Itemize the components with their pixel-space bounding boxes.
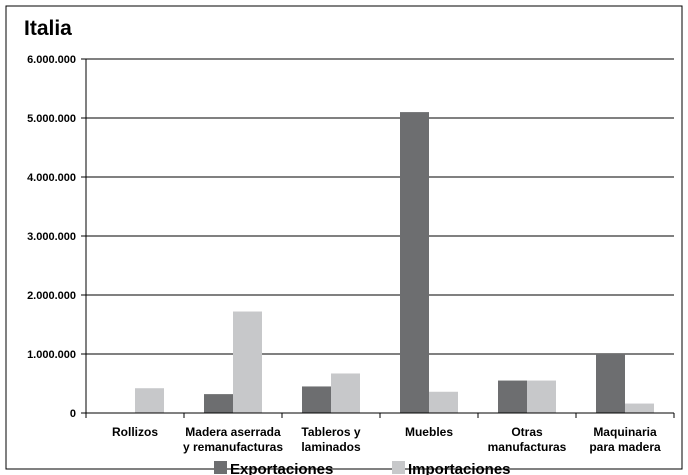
legend-label: Importaciones	[408, 461, 511, 475]
bar-importaciones	[135, 388, 164, 413]
bar-exportaciones	[400, 112, 429, 413]
legend-swatch	[392, 461, 405, 474]
legend-label: Exportaciones	[230, 461, 333, 475]
bar-importaciones	[527, 380, 556, 413]
y-tick-label: 6.000.000	[27, 54, 76, 66]
bar-exportaciones	[302, 386, 331, 413]
x-tick-label: y remanufacturas	[183, 440, 283, 454]
x-tick-label: manufacturas	[488, 440, 567, 454]
bars	[106, 112, 654, 414]
bar-exportaciones	[596, 354, 625, 413]
legend: Exportaciones Importaciones	[214, 461, 511, 475]
chart-title: Italia	[24, 17, 72, 40]
x-tick-label: Maquinaria	[593, 425, 657, 439]
x-tick-label: para madera	[589, 440, 661, 454]
y-tick-label: 5.000.000	[27, 113, 76, 125]
y-tick-label: 1.000.000	[27, 349, 76, 361]
chart-border	[5, 5, 683, 470]
axes	[81, 58, 675, 418]
legend-swatch	[214, 461, 227, 474]
bar-importaciones	[625, 403, 654, 413]
bar-importaciones	[331, 373, 360, 413]
x-tick-label: Otras	[511, 425, 543, 439]
x-tick-label: Tableros y	[301, 425, 360, 439]
x-tick-label: Madera aserrada	[185, 425, 281, 439]
x-tick-label: Muebles	[405, 425, 453, 439]
y-tick-label: 3.000.000	[27, 231, 76, 243]
y-tick-label: 2.000.000	[27, 290, 76, 302]
y-tick-label: 0	[70, 408, 76, 420]
y-tick-labels: 0 1.000.000 2.000.000 3.000.000 4.000.000 5.0…	[27, 54, 76, 420]
x-tick-label: laminados	[301, 440, 361, 454]
y-tick-label: 4.000.000	[27, 172, 76, 184]
x-tick-label: Rollizos	[112, 425, 158, 439]
bar-importaciones	[429, 391, 458, 413]
bar-importaciones	[233, 311, 262, 413]
grid-lines	[86, 58, 674, 355]
bar-exportaciones	[204, 394, 233, 413]
bar-exportaciones	[498, 380, 527, 413]
